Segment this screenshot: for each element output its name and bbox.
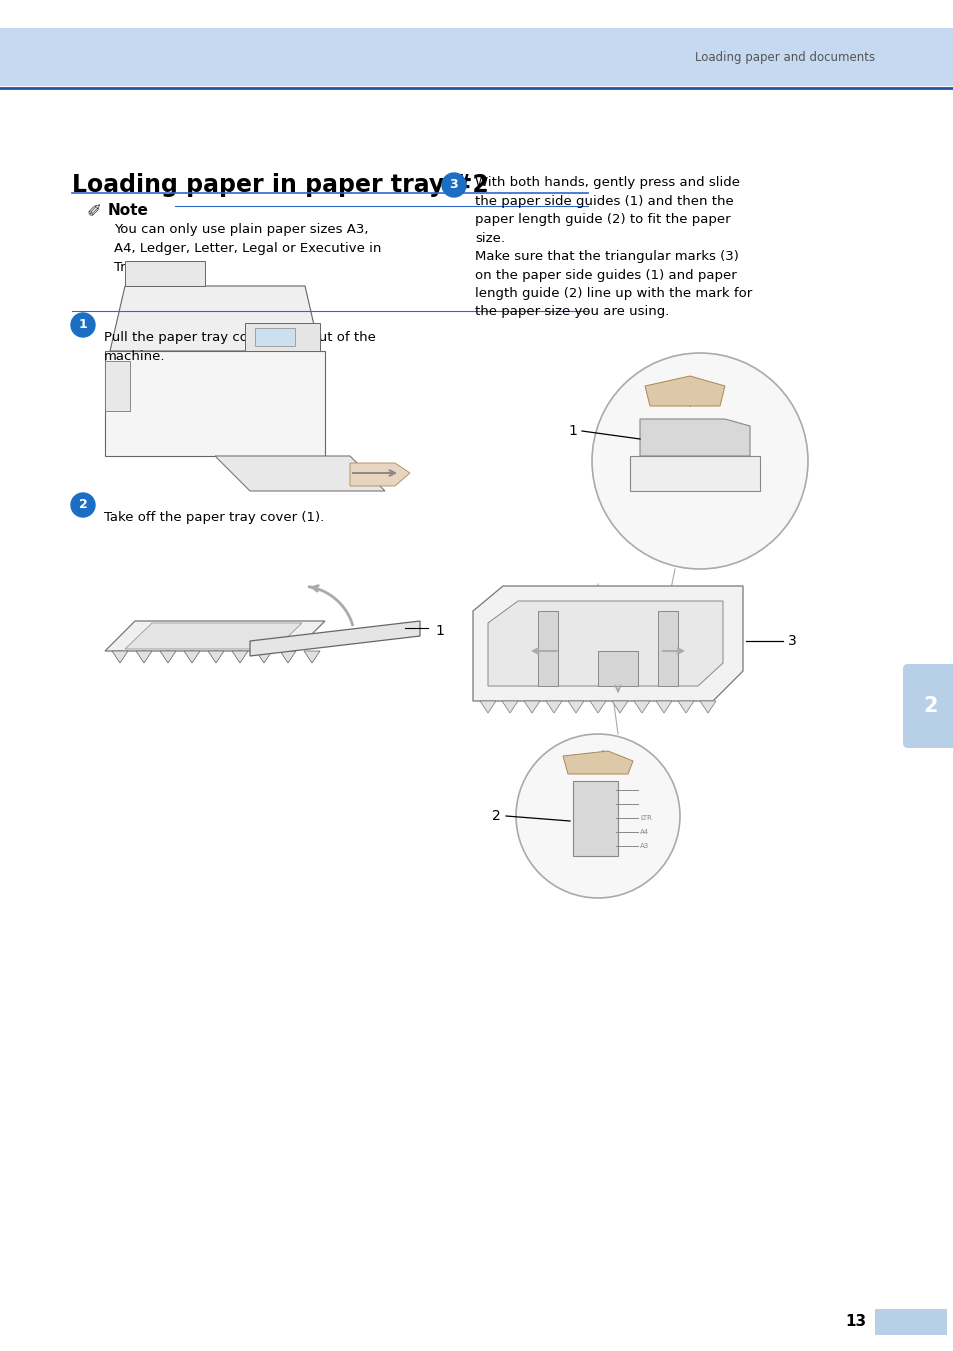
Polygon shape [125,261,205,286]
Circle shape [516,734,679,898]
Text: LTR: LTR [639,815,651,821]
Polygon shape [537,611,558,686]
Polygon shape [573,781,618,857]
Polygon shape [562,751,633,774]
Text: Loading paper and documents: Loading paper and documents [694,50,874,63]
Polygon shape [501,701,517,713]
Polygon shape [658,611,678,686]
Polygon shape [136,651,152,663]
Text: A4: A4 [639,830,648,835]
Text: Pull the paper tray completely out of the
machine.: Pull the paper tray completely out of th… [104,331,375,363]
Polygon shape [479,701,496,713]
Text: 3: 3 [449,178,457,192]
Polygon shape [110,286,319,351]
Polygon shape [112,651,128,663]
Circle shape [71,313,95,336]
Polygon shape [639,419,749,457]
Polygon shape [125,623,302,648]
Polygon shape [644,376,724,407]
Polygon shape [634,701,649,713]
FancyBboxPatch shape [902,663,953,748]
Bar [0,28,953,86]
Text: Take off the paper tray cover (1).: Take off the paper tray cover (1). [104,511,324,524]
Text: 13: 13 [844,1315,865,1329]
Polygon shape [255,651,272,663]
Polygon shape [678,701,693,713]
Polygon shape [523,701,539,713]
Polygon shape [214,457,385,490]
Polygon shape [612,701,627,713]
Polygon shape [232,651,248,663]
Polygon shape [488,601,722,686]
Bar [254,328,294,346]
Polygon shape [700,701,716,713]
Bar [874,1309,946,1335]
Text: 3: 3 [787,634,796,648]
Polygon shape [567,701,583,713]
Circle shape [441,173,465,197]
Text: 2: 2 [492,809,500,823]
Polygon shape [598,651,638,686]
Polygon shape [160,651,175,663]
Text: Loading paper in paper tray #2: Loading paper in paper tray #2 [71,173,488,197]
Polygon shape [208,651,224,663]
Text: You can only use plain paper sizes A3,
A4, Ledger, Letter, Legal or Executive in: You can only use plain paper sizes A3, A… [113,223,381,274]
Polygon shape [184,651,200,663]
Polygon shape [589,701,605,713]
Text: Note: Note [108,203,149,218]
Polygon shape [105,351,325,457]
Polygon shape [245,323,319,351]
Polygon shape [545,701,561,713]
Text: ✐: ✐ [86,203,101,222]
Bar [105,361,130,411]
Text: 1: 1 [78,319,88,331]
Polygon shape [629,457,760,490]
Polygon shape [350,463,410,486]
Circle shape [71,493,95,517]
Polygon shape [656,701,671,713]
Text: A3: A3 [639,843,649,848]
Text: 2: 2 [78,499,88,512]
Circle shape [592,353,807,569]
Polygon shape [250,621,419,657]
Text: With both hands, gently press and slide
the paper side guides (1) and then the
p: With both hands, gently press and slide … [475,176,752,319]
Text: 2: 2 [923,696,937,716]
Polygon shape [280,651,295,663]
Polygon shape [105,621,325,651]
Text: 1: 1 [568,424,577,438]
Polygon shape [304,651,319,663]
Polygon shape [473,586,742,701]
Text: 1: 1 [435,624,443,638]
